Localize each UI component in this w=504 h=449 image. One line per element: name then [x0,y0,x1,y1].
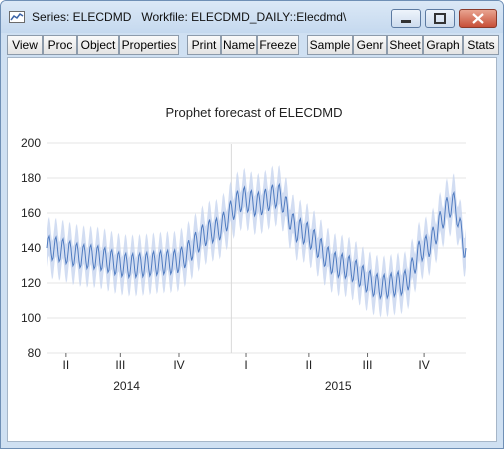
maximize-button[interactable] [425,9,455,28]
x-year-label: 2014 [113,379,140,393]
graph-view: Prophet forecast of ELECDMD 200 180 160 140… [7,57,497,442]
title-bar[interactable]: Series: ELECDMD Workfile: ELECDMD_DAILY:… [1,1,503,33]
series-graph-icon [9,11,25,23]
forecast-chart: Prophet forecast of ELECDMD 200 180 160 140… [21,105,467,393]
y-tick-label: 120 [21,276,41,290]
freeze-button[interactable]: Freeze [257,35,299,55]
graph-button[interactable]: Graph [423,35,463,55]
y-tick-label: 140 [21,241,41,255]
x-quarter-label: IV [418,358,429,372]
x-quarter-label: III [115,358,125,372]
view-button[interactable]: View [7,35,43,55]
stats-button[interactable]: Stats [463,35,499,55]
y-tick-label: 200 [21,136,41,150]
print-button[interactable]: Print [187,35,221,55]
y-tick-label: 100 [21,311,41,325]
genr-button[interactable]: Genr [353,35,387,55]
x-quarter-label: II [306,358,313,372]
close-button[interactable] [459,9,497,28]
proc-button[interactable]: Proc [43,35,77,55]
maximize-icon [434,13,446,24]
forecast-interval-band [47,165,466,318]
sample-button[interactable]: Sample [307,35,353,55]
minimize-button[interactable] [391,9,421,28]
forecast-line [46,182,467,301]
y-tick-label: 80 [28,346,42,360]
close-icon [472,13,484,24]
toolbar: View Proc Object Properties Print Name F… [7,34,499,56]
name-button[interactable]: Name [221,35,257,55]
minimize-icon [401,20,411,23]
object-button[interactable]: Object [77,35,119,55]
y-tick-label: 160 [21,206,41,220]
x-quarter-label: III [363,358,373,372]
properties-button[interactable]: Properties [119,35,179,55]
y-tick-label: 180 [21,171,41,185]
x-quarter-label: II [63,358,70,372]
chart-title: Prophet forecast of ELECDMD [165,105,342,120]
sheet-button[interactable]: Sheet [387,35,423,55]
window-title: Series: ELECDMD Workfile: ELECDMD_DAILY:… [32,10,347,24]
x-quarter-label: IV [173,358,184,372]
x-year-label: 2015 [325,379,352,393]
x-quarter-label: I [244,358,247,372]
